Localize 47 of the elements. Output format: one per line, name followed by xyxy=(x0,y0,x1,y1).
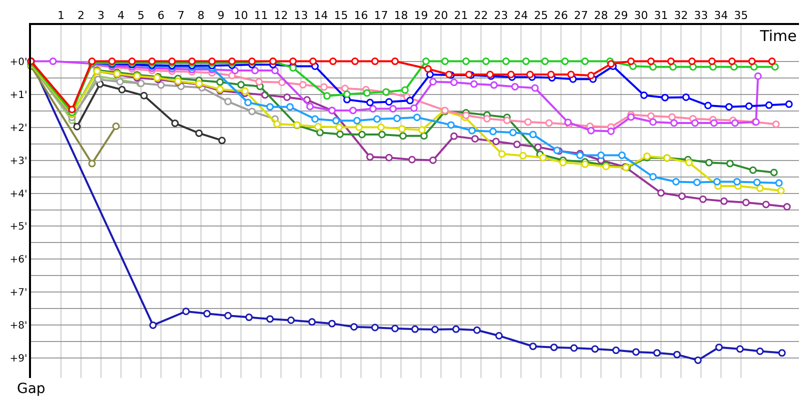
y-tick-label: +7' xyxy=(10,288,28,299)
y-tick-label: +5' xyxy=(10,222,28,233)
y-tick-label: +9' xyxy=(10,354,28,365)
x-tick-label: 15 xyxy=(334,8,348,22)
y-tick-label: +1' xyxy=(10,90,28,101)
x-tick-label: 20 xyxy=(434,8,448,22)
x-tick-label: 30 xyxy=(634,8,648,22)
x-tick-label: 16 xyxy=(354,8,368,22)
x-tick-label: 14 xyxy=(314,8,328,22)
y-tick-label: +4' xyxy=(10,188,28,200)
x-tick-label: 6 xyxy=(158,8,164,22)
x-tick-label: 9 xyxy=(218,8,224,22)
x-tick-label: 4 xyxy=(118,8,124,22)
y-tick-label: +8' xyxy=(10,320,28,332)
x-tick-label: 32 xyxy=(674,8,688,22)
x-tick-label: 2 xyxy=(78,8,84,22)
x-tick-label: 8 xyxy=(198,8,204,22)
x-tick-label: 17 xyxy=(374,8,388,22)
x-tick-label: 12 xyxy=(274,8,288,22)
x-tick-label: 23 xyxy=(494,8,508,22)
x-tick-label: 10 xyxy=(234,8,248,22)
x-tick-label: 18 xyxy=(394,8,408,22)
x-tick-label: 22 xyxy=(474,8,488,22)
x-tick-label: 29 xyxy=(614,8,628,22)
x-tick-label: 26 xyxy=(554,8,568,22)
x-tick-label: 5 xyxy=(138,8,144,22)
x-tick-label: 27 xyxy=(574,8,588,22)
x-axis-title: Time xyxy=(759,27,797,45)
y-axis-title: Gap xyxy=(17,381,46,397)
x-tick-label: 35 xyxy=(734,8,748,22)
x-tick-label: 33 xyxy=(694,8,708,22)
y-tick-label: +0' xyxy=(10,56,28,68)
y-tick-label: +6' xyxy=(10,254,28,266)
x-tick-label: 31 xyxy=(654,8,668,22)
x-tick-label: 19 xyxy=(414,8,428,22)
x-tick-label: 28 xyxy=(594,8,608,22)
y-tick-label: +3' xyxy=(10,156,28,167)
x-tick-label: 21 xyxy=(454,8,468,22)
x-tick-label: 34 xyxy=(714,8,728,22)
x-tick-label: 13 xyxy=(294,8,308,22)
x-tick-label: 3 xyxy=(98,8,104,22)
x-tick-label: 7 xyxy=(178,8,184,22)
x-tick-label: 1 xyxy=(58,8,64,22)
x-tick-label: 25 xyxy=(534,8,548,22)
y-tick-label: +2' xyxy=(10,122,28,134)
x-tick-label: 24 xyxy=(514,8,528,22)
x-tick-label: 11 xyxy=(254,8,268,22)
